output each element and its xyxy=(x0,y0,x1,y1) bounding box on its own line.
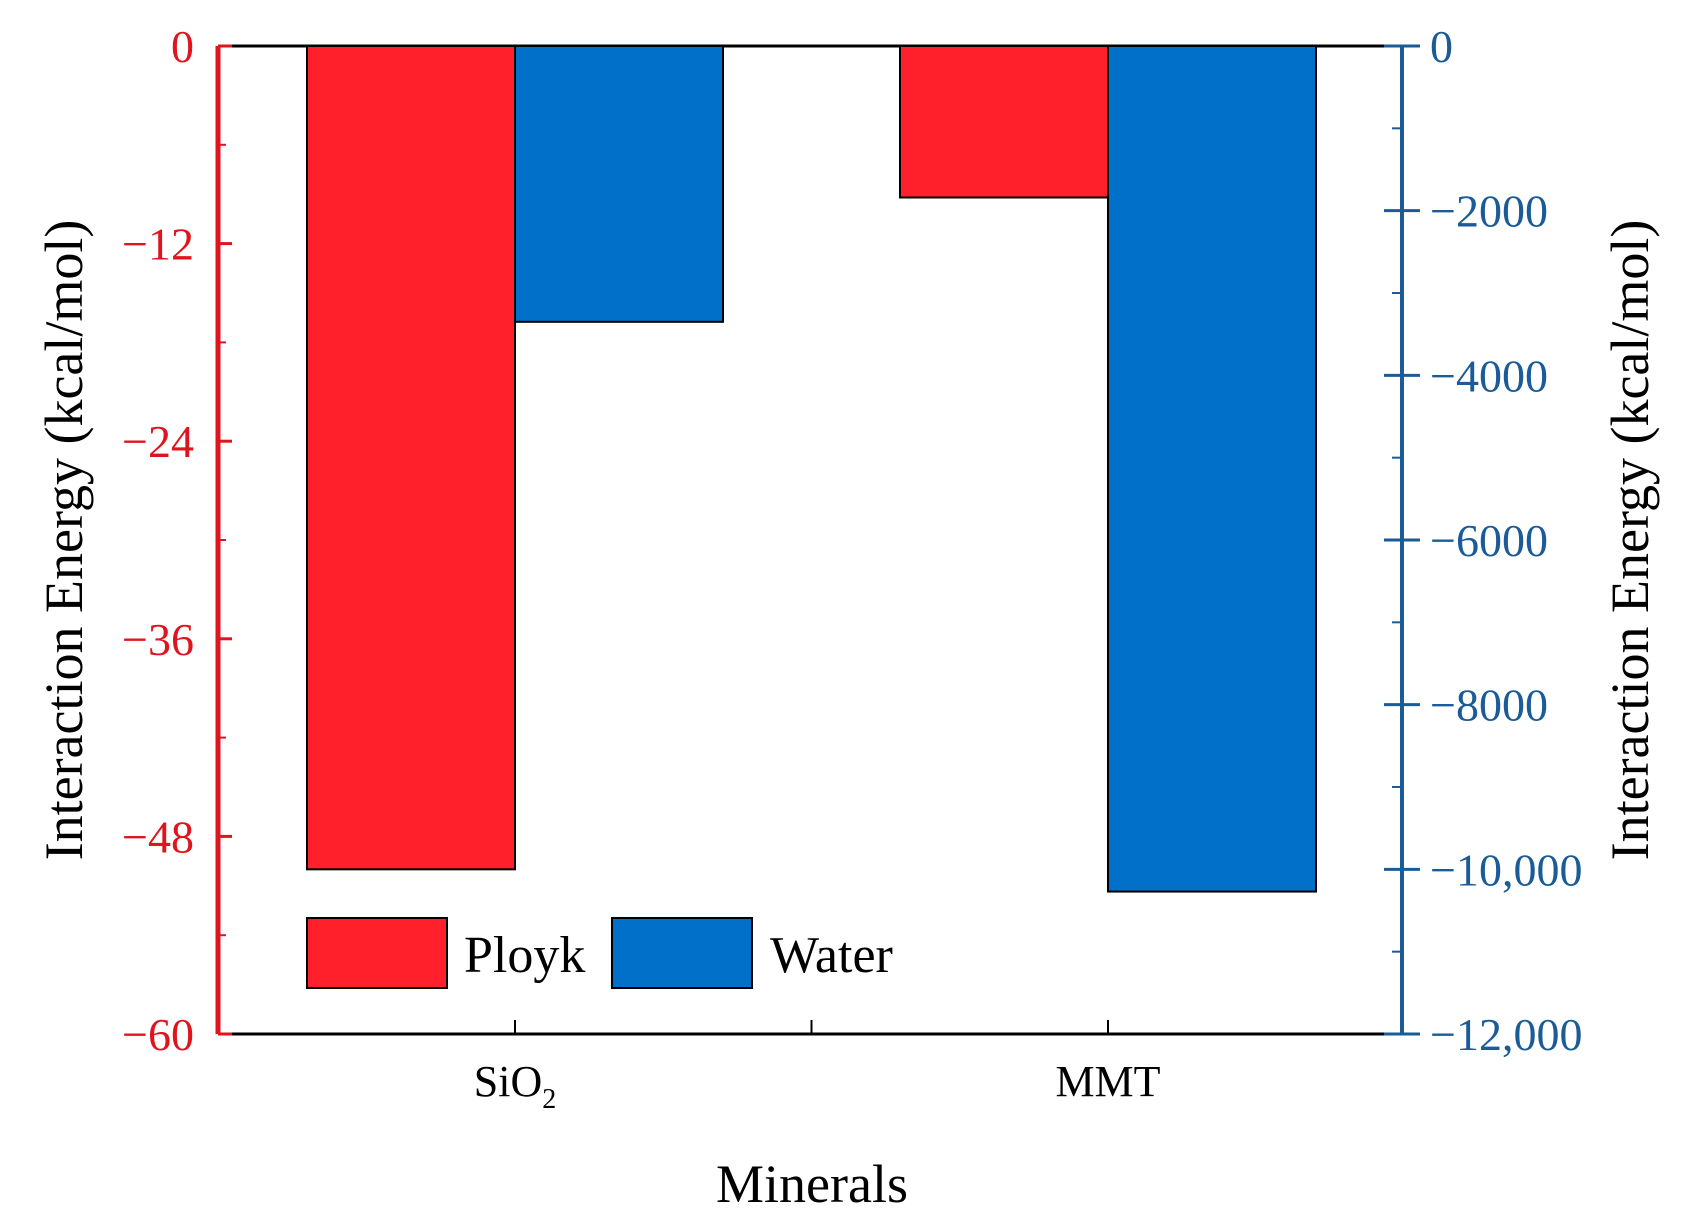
left-tick-label: −12 xyxy=(122,219,194,270)
right-tick-label: 0 xyxy=(1430,21,1453,72)
x-tick-label-sio: SiO2 xyxy=(474,1057,556,1115)
legend-label-ployk: Ployk xyxy=(464,927,585,984)
left-tick-label: −36 xyxy=(122,614,194,665)
right-tick-label: −12,000 xyxy=(1430,1009,1582,1060)
right-tick-label: −4000 xyxy=(1430,350,1548,401)
x-axis-title: Minerals xyxy=(716,1154,908,1214)
right-ticks-group: 0 −2000 −4000 −6000 −8000 −10,000 −12,000 xyxy=(1384,21,1582,1060)
left-y-axis-title: Interaction Energy (kcal/mol) xyxy=(34,220,94,861)
left-tick-label: 0 xyxy=(171,21,194,72)
x-tick-label-mmt: MMT xyxy=(1055,1057,1160,1106)
right-y-axis-title: Interaction Energy (kcal/mol) xyxy=(1600,220,1660,861)
legend: Ployk Water xyxy=(306,917,893,989)
right-tick-label: −8000 xyxy=(1430,680,1548,731)
left-tick-label: −60 xyxy=(122,1009,194,1060)
bar-water-sio xyxy=(514,45,724,323)
x-ticks-group: SiO2 MMT xyxy=(474,1020,1161,1115)
right-tick-label: −10,000 xyxy=(1430,844,1582,895)
right-tick-label: −6000 xyxy=(1430,515,1548,566)
left-tick-label: −24 xyxy=(122,416,194,467)
legend-swatch-ployk xyxy=(306,917,448,989)
bar-ployk-sio xyxy=(306,45,516,871)
legend-swatch-water xyxy=(611,917,753,989)
left-tick-label: −48 xyxy=(122,811,194,862)
bars-group xyxy=(306,45,1317,893)
right-tick-label: −2000 xyxy=(1430,186,1548,237)
left-ticks-group: 0 −12 −24 −36 −48 −60 xyxy=(122,21,232,1060)
bar-ployk-mmt xyxy=(899,45,1109,199)
bar-water-mmt xyxy=(1107,45,1317,893)
legend-label-water: Water xyxy=(770,927,893,984)
